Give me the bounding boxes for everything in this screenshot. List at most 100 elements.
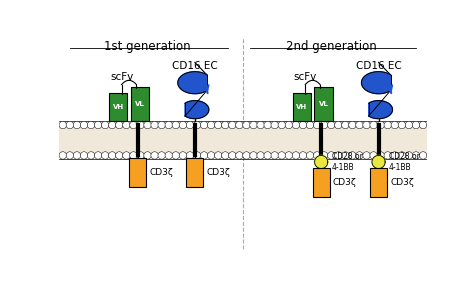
Circle shape — [384, 152, 392, 159]
Circle shape — [144, 121, 151, 129]
FancyBboxPatch shape — [186, 158, 203, 187]
Circle shape — [363, 121, 370, 129]
Circle shape — [236, 121, 243, 129]
Circle shape — [94, 152, 102, 159]
Circle shape — [285, 152, 292, 159]
Circle shape — [221, 121, 229, 129]
Text: 2nd generation: 2nd generation — [286, 40, 376, 53]
Circle shape — [151, 152, 158, 159]
Polygon shape — [372, 155, 385, 169]
Circle shape — [243, 121, 250, 129]
Polygon shape — [178, 72, 207, 94]
Polygon shape — [369, 101, 392, 119]
Circle shape — [87, 152, 95, 159]
Text: CD16 EC: CD16 EC — [356, 61, 401, 71]
Text: VL: VL — [319, 101, 328, 107]
Polygon shape — [362, 72, 391, 94]
Circle shape — [214, 152, 222, 159]
Circle shape — [278, 152, 285, 159]
Text: 1st generation: 1st generation — [104, 40, 191, 53]
Circle shape — [384, 121, 392, 129]
Circle shape — [109, 152, 116, 159]
Circle shape — [271, 121, 278, 129]
Circle shape — [398, 152, 406, 159]
Text: VL: VL — [135, 101, 145, 107]
Circle shape — [208, 152, 215, 159]
Circle shape — [370, 152, 377, 159]
Circle shape — [179, 152, 187, 159]
Circle shape — [165, 121, 173, 129]
Circle shape — [391, 152, 399, 159]
FancyBboxPatch shape — [109, 93, 128, 121]
Circle shape — [320, 152, 328, 159]
Circle shape — [419, 121, 427, 129]
Circle shape — [101, 121, 109, 129]
Circle shape — [116, 121, 123, 129]
Bar — [59, 125, 427, 155]
Circle shape — [342, 152, 349, 159]
Text: VH: VH — [296, 104, 307, 110]
Circle shape — [172, 152, 180, 159]
FancyBboxPatch shape — [130, 87, 149, 121]
Circle shape — [250, 152, 257, 159]
Circle shape — [73, 121, 81, 129]
Circle shape — [137, 121, 144, 129]
Circle shape — [292, 121, 300, 129]
Circle shape — [243, 152, 250, 159]
Circle shape — [313, 152, 321, 159]
Text: CD3ζ: CD3ζ — [333, 178, 356, 187]
Circle shape — [292, 152, 300, 159]
Circle shape — [208, 121, 215, 129]
Circle shape — [257, 152, 264, 159]
Circle shape — [306, 121, 314, 129]
Circle shape — [158, 152, 165, 159]
Circle shape — [349, 121, 356, 129]
Polygon shape — [185, 101, 209, 119]
Circle shape — [101, 152, 109, 159]
Circle shape — [313, 121, 321, 129]
Text: CD3ζ: CD3ζ — [207, 168, 230, 177]
Circle shape — [412, 152, 419, 159]
Circle shape — [328, 152, 335, 159]
Text: scFv: scFv — [293, 72, 317, 81]
Circle shape — [221, 152, 229, 159]
Circle shape — [264, 152, 272, 159]
Circle shape — [335, 121, 342, 129]
Circle shape — [87, 121, 95, 129]
Circle shape — [193, 152, 201, 159]
Circle shape — [158, 121, 165, 129]
Text: CD28 or
4-1BB: CD28 or 4-1BB — [332, 152, 363, 172]
Circle shape — [130, 121, 137, 129]
Circle shape — [271, 152, 278, 159]
Circle shape — [59, 121, 66, 129]
Circle shape — [66, 152, 73, 159]
Circle shape — [377, 152, 384, 159]
Text: CD16 EC: CD16 EC — [172, 61, 218, 71]
Circle shape — [356, 121, 363, 129]
Circle shape — [214, 121, 222, 129]
Circle shape — [405, 121, 413, 129]
Circle shape — [349, 152, 356, 159]
Circle shape — [186, 121, 194, 129]
Circle shape — [123, 121, 130, 129]
FancyBboxPatch shape — [292, 93, 311, 121]
Text: scFv: scFv — [110, 72, 133, 81]
Circle shape — [151, 121, 158, 129]
FancyBboxPatch shape — [313, 168, 330, 197]
FancyBboxPatch shape — [370, 168, 387, 197]
Circle shape — [94, 121, 102, 129]
Circle shape — [201, 121, 208, 129]
Circle shape — [73, 152, 81, 159]
Circle shape — [144, 152, 151, 159]
Circle shape — [186, 152, 194, 159]
Circle shape — [228, 152, 236, 159]
Circle shape — [228, 121, 236, 129]
Circle shape — [116, 152, 123, 159]
Text: CD3ζ: CD3ζ — [149, 168, 173, 177]
Circle shape — [109, 121, 116, 129]
Circle shape — [377, 121, 384, 129]
Circle shape — [66, 121, 73, 129]
Circle shape — [193, 121, 201, 129]
Circle shape — [264, 121, 272, 129]
Circle shape — [356, 152, 363, 159]
